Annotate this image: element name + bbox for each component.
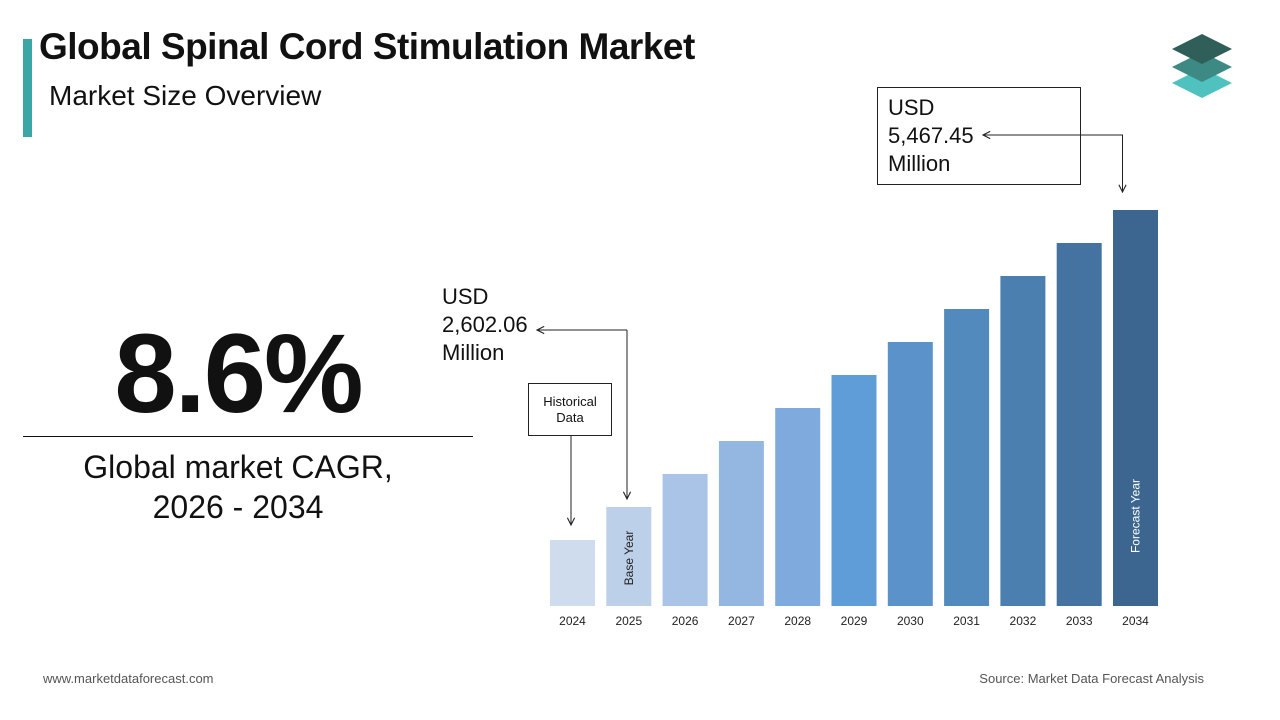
bar-2027 — [718, 441, 764, 606]
x-tick-label-2031: 2031 — [953, 614, 980, 628]
bar-2033 — [1056, 243, 1102, 606]
forecast-callout-amount: 5,467.45 — [888, 123, 974, 148]
bar-2031 — [944, 309, 990, 606]
forecast-callout-arrow — [983, 135, 1123, 192]
cagr-label-line2: 2026 - 2034 — [152, 489, 324, 525]
forecast-callout-unit: Million — [888, 151, 951, 176]
bar-2029 — [831, 375, 877, 606]
cagr-value: 8.6% — [114, 311, 363, 436]
forecast-year-annotation: Forecast Year — [1129, 479, 1143, 553]
x-tick-label-2028: 2028 — [784, 614, 811, 628]
base-value-callout: USD 2,602.06 Million — [442, 283, 528, 367]
title-accent-bar — [23, 39, 32, 137]
footer-source: Source: Market Data Forecast Analysis — [979, 671, 1204, 686]
x-tick-label-2025: 2025 — [615, 614, 642, 628]
bar-2024 — [550, 540, 595, 606]
x-tick-label-2032: 2032 — [1010, 614, 1037, 628]
forecast-callout-currency: USD — [888, 95, 935, 120]
forecast-value-callout: USD 5,467.45 Million — [877, 87, 1081, 185]
x-tick-label-2033: 2033 — [1066, 614, 1093, 628]
bar-2025 — [606, 507, 652, 606]
bar-2034 — [1113, 210, 1158, 606]
cagr-label: Global market CAGR, 2026 - 2034 — [23, 447, 453, 527]
base-callout-unit: Million — [442, 340, 505, 365]
base-callout-amount: 2,602.06 — [442, 312, 528, 337]
bar-2026 — [662, 474, 708, 606]
stacked-layers-logo-icon — [1172, 34, 1232, 98]
footer-website: www.marketdataforecast.com — [43, 671, 214, 686]
historical-data-label: Historical Data — [528, 383, 612, 436]
historical-label-line1: Historical — [543, 394, 597, 409]
base-callout-currency: USD — [442, 284, 489, 309]
historical-label-line2: Data — [556, 410, 584, 425]
page-title: Global Spinal Cord Stimulation Market — [39, 26, 695, 67]
bar-2032 — [1000, 276, 1046, 606]
cagr-label-line1: Global market CAGR, — [83, 449, 393, 485]
x-tick-label-2024: 2024 — [559, 614, 586, 628]
x-tick-label-2030: 2030 — [897, 614, 924, 628]
page-subtitle: Market Size Overview — [49, 80, 322, 111]
cagr-divider — [23, 436, 473, 437]
x-tick-label-2026: 2026 — [672, 614, 699, 628]
base-year-annotation: Base Year — [622, 531, 636, 586]
bar-2028 — [775, 408, 821, 606]
x-tick-label-2034: 2034 — [1122, 614, 1149, 628]
x-tick-label-2029: 2029 — [841, 614, 868, 628]
bar-2030 — [887, 342, 933, 606]
x-tick-label-2027: 2027 — [728, 614, 755, 628]
